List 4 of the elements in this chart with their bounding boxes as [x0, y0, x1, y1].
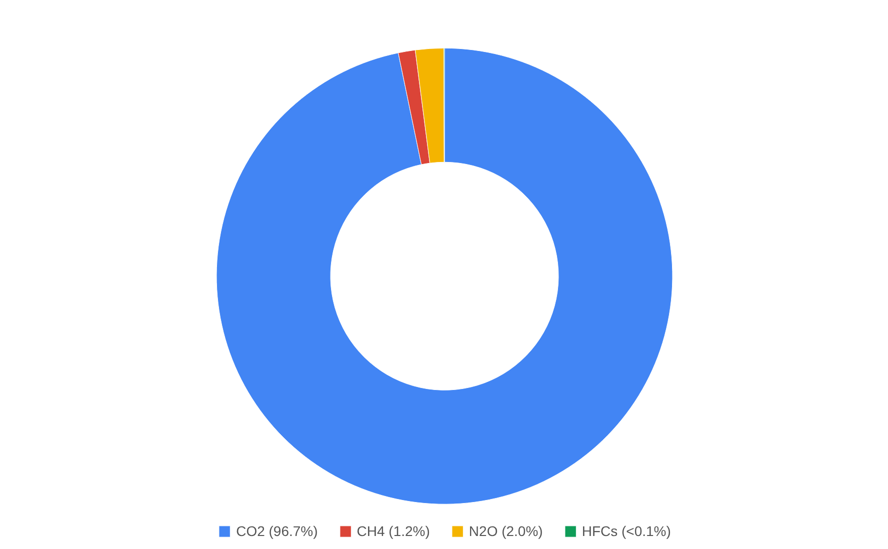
legend-label: CO2 (96.7%): [236, 523, 318, 539]
legend-label: HFCs (<0.1%): [582, 523, 671, 539]
legend-label: CH4 (1.2%): [356, 523, 430, 539]
legend-label: N2O (2.0%): [468, 523, 543, 539]
